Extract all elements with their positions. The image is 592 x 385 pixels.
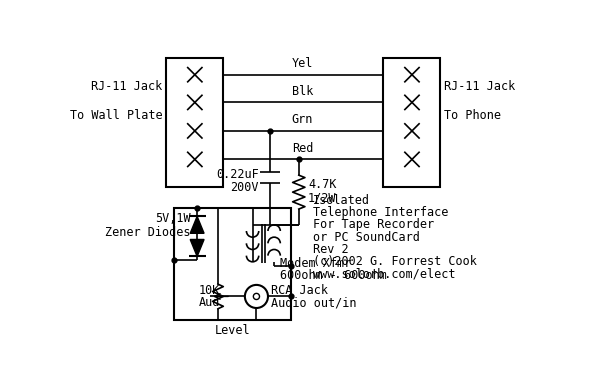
Text: 10K: 10K: [199, 284, 220, 297]
Bar: [384, 58, 440, 187]
Text: 5V,1W: 5V,1W: [155, 212, 191, 225]
Polygon shape: [190, 239, 204, 256]
Polygon shape: [190, 216, 204, 233]
Text: 0.22uF: 0.22uF: [216, 167, 259, 181]
Text: Red: Red: [292, 142, 313, 155]
Text: 1/2W: 1/2W: [308, 192, 336, 205]
Text: 200V: 200V: [230, 181, 259, 194]
Text: Aud: Aud: [199, 296, 220, 309]
Text: Modem Xfmr: Modem Xfmr: [280, 257, 352, 270]
Text: Isolated: Isolated: [313, 194, 369, 207]
Text: Rev 2: Rev 2: [313, 243, 348, 256]
Text: (c)2002 G. Forrest Cook: (c)2002 G. Forrest Cook: [313, 255, 477, 268]
Bar: [174, 208, 291, 320]
Text: Yel: Yel: [292, 57, 313, 70]
Text: Zener Diodes: Zener Diodes: [105, 226, 191, 239]
Text: Level: Level: [215, 324, 250, 337]
Text: 600ohm - 600ohm: 600ohm - 600ohm: [280, 269, 387, 282]
Text: or PC SoundCard: or PC SoundCard: [313, 231, 420, 244]
Text: RCA Jack: RCA Jack: [271, 284, 328, 297]
Text: To Phone: To Phone: [445, 109, 501, 122]
Text: Audio out/in: Audio out/in: [271, 296, 356, 309]
Text: RJ-11 Jack: RJ-11 Jack: [91, 80, 162, 93]
Bar: [166, 58, 223, 187]
Text: www.solorb.com/elect: www.solorb.com/elect: [313, 268, 455, 281]
Text: For Tape Recorder: For Tape Recorder: [313, 218, 434, 231]
Text: 4.7K: 4.7K: [308, 178, 336, 191]
Text: RJ-11 Jack: RJ-11 Jack: [445, 80, 516, 93]
Text: To Wall Plate: To Wall Plate: [70, 109, 162, 122]
Text: Blk: Blk: [292, 85, 313, 98]
Text: Grn: Grn: [292, 113, 313, 126]
Text: Telephone Interface: Telephone Interface: [313, 206, 448, 219]
